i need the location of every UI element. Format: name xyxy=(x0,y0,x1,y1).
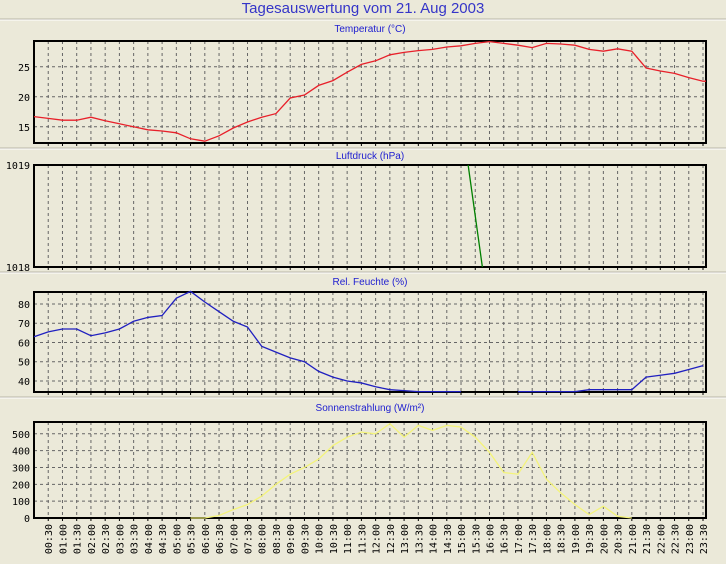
x-tick-label: 01:00 xyxy=(58,524,69,554)
x-tick-label: 22:00 xyxy=(656,524,667,554)
x-tick-label: 20:30 xyxy=(614,524,625,554)
y-tick-label: 400 xyxy=(12,447,30,458)
y-tick-label: 0 xyxy=(24,514,30,525)
x-tick-label: 17:30 xyxy=(528,524,539,554)
panel-title: Sonnenstrahlung (W/m²) xyxy=(316,403,425,414)
y-tick-label: 1018 xyxy=(6,263,30,274)
x-tick-label: 08:30 xyxy=(272,524,283,554)
x-tick-label: 18:30 xyxy=(557,524,568,554)
series-line xyxy=(467,164,484,268)
y-tick-label: 15 xyxy=(18,123,30,134)
x-tick-label: 03:30 xyxy=(130,524,141,554)
x-tick-label: 15:30 xyxy=(471,524,482,554)
panel-title: Rel. Feuchte (%) xyxy=(332,277,407,288)
x-tick-label: 11:00 xyxy=(343,524,354,554)
x-tick-label: 07:30 xyxy=(244,524,255,554)
x-tick-label: 23:30 xyxy=(699,524,710,554)
x-tick-label: 20:00 xyxy=(599,524,610,554)
y-tick-label: 20 xyxy=(18,93,30,104)
plot-frame xyxy=(33,40,707,144)
x-tick-label: 19:00 xyxy=(571,524,582,554)
x-tick-label: 13:00 xyxy=(400,524,411,554)
x-tick-label: 19:30 xyxy=(585,524,596,554)
x-tick-label: 10:00 xyxy=(315,524,326,554)
x-tick-label: 02:00 xyxy=(87,524,98,554)
x-tick-label: 17:00 xyxy=(514,524,525,554)
x-tick-label: 02:30 xyxy=(101,524,112,554)
panel-1: Luftdruck (hPa) 1018 1019 xyxy=(0,147,726,274)
x-tick-label: 06:00 xyxy=(201,524,212,554)
x-tick-label: 12:00 xyxy=(372,524,383,554)
y-tick-label: 40 xyxy=(18,377,30,388)
x-tick-label: 10:30 xyxy=(329,524,340,554)
x-tick-label: 03:00 xyxy=(115,524,126,554)
y-tick-label: 100 xyxy=(12,497,30,508)
x-tick-label: 16:30 xyxy=(500,524,511,554)
y-tick-label: 1019 xyxy=(6,161,30,172)
x-tick-label: 22:30 xyxy=(671,524,682,554)
series-line xyxy=(517,364,704,393)
y-tick-label: 60 xyxy=(18,338,30,349)
panel-title: Temperatur (°C) xyxy=(334,24,405,35)
x-tick-label: 13:30 xyxy=(414,524,425,554)
y-tick-label: 300 xyxy=(12,463,30,474)
x-tick-label: 11:30 xyxy=(357,524,368,554)
panel-0: Temperatur (°C) 15 20 25 xyxy=(0,18,726,146)
x-tick-label: 16:00 xyxy=(485,524,496,554)
y-tick-label: 500 xyxy=(12,430,30,441)
x-tick-label: 14:30 xyxy=(443,524,454,554)
series-line xyxy=(190,422,632,519)
y-tick-label: 50 xyxy=(18,358,30,369)
y-tick-label: 70 xyxy=(18,319,30,330)
plot-frame xyxy=(33,421,707,519)
panel-2: Rel. Feuchte (%) 40 50 60 70 80 xyxy=(0,271,726,395)
x-tick-label: 09:30 xyxy=(300,524,311,554)
x-tick-label: 15:00 xyxy=(457,524,468,554)
x-tick-label: 06:30 xyxy=(215,524,226,554)
x-tick-label: 23:00 xyxy=(685,524,696,554)
x-tick-label: 09:00 xyxy=(286,524,297,554)
x-tick-label: 21:00 xyxy=(628,524,639,554)
y-tick-label: 200 xyxy=(12,480,30,491)
x-tick-label: 05:00 xyxy=(172,524,183,554)
y-tick-label: 25 xyxy=(18,63,30,74)
x-tick-label: 08:00 xyxy=(258,524,269,554)
x-tick-label: 21:30 xyxy=(642,524,653,554)
x-tick-label: 14:00 xyxy=(429,524,440,554)
x-tick-label: 04:30 xyxy=(158,524,169,554)
panel-title: Luftdruck (hPa) xyxy=(336,151,404,162)
x-tick-label: 04:00 xyxy=(144,524,155,554)
x-tick-label: 00:30 xyxy=(44,524,55,554)
x-tick-label: 05:30 xyxy=(187,524,198,554)
x-tick-label: 01:30 xyxy=(73,524,84,554)
panel-3: Sonnenstrahlung (W/m²) 0 100 200 300 400 500 xyxy=(0,396,726,525)
x-tick-label: 07:00 xyxy=(229,524,240,554)
x-tick-label: 12:30 xyxy=(386,524,397,554)
page-title: Tagesauswertung vom 21. Aug 2003 xyxy=(241,0,485,17)
plot-frame xyxy=(33,164,707,268)
series-line xyxy=(33,40,706,142)
x-tick-label: 18:00 xyxy=(542,524,553,554)
y-tick-label: 80 xyxy=(18,300,30,311)
plot-frame xyxy=(33,291,707,393)
